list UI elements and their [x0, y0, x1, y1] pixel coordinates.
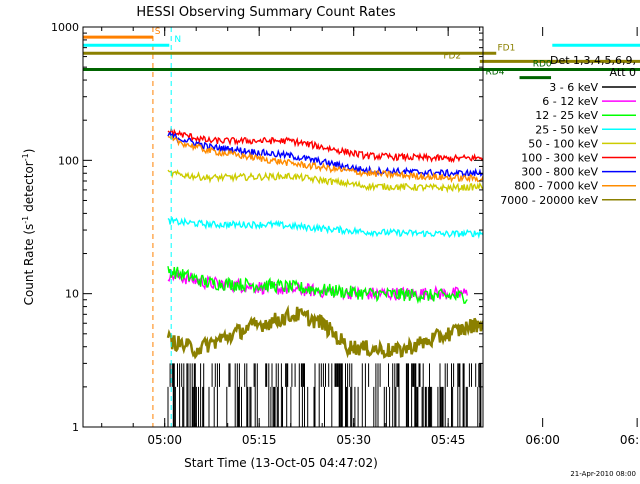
y-axis-label: Count Rate (s-1 detector-1): [21, 149, 36, 306]
flag-f-rd4-label: RD4: [486, 68, 505, 78]
y-tick-label: 10: [65, 288, 79, 301]
legend-label-c100: 100 - 300 keV: [521, 152, 598, 165]
x-tick-label: 05:30: [336, 433, 371, 447]
legend-label-c6: 6 - 12 keV: [542, 95, 598, 108]
legend-header-line: Att 0: [610, 66, 636, 79]
chart-title: HESSI Observing Summary Count Rates: [136, 5, 395, 20]
legend-label-c300: 300 - 800 keV: [521, 166, 598, 179]
y-tick-label: 1000: [51, 21, 79, 34]
x-axis-label: Start Time (13-Oct-05 04:47:02): [184, 456, 378, 470]
legend-label-c800: 800 - 7000 keV: [514, 180, 598, 193]
legend-label-c3: 3 - 6 keV: [549, 81, 598, 94]
x-tick-label: 06:00: [525, 433, 560, 447]
x-tick-label: 05:00: [147, 433, 182, 447]
x-tick-label: 06:15: [620, 433, 640, 447]
legend-label-c12: 12 - 25 keV: [535, 109, 598, 122]
x-tick-label: 05:45: [431, 433, 466, 447]
flag-f-fd2-label: FD2: [443, 51, 461, 61]
y-tick-label: 1: [72, 421, 79, 434]
legend-label-c7000: 7000 - 20000 keV: [500, 194, 598, 207]
flag-f-s-label: S: [155, 27, 161, 37]
y-tick-label: 100: [58, 154, 79, 167]
flag-f-n-label: N: [174, 35, 181, 45]
legend-label-c25: 25 - 50 keV: [535, 123, 598, 136]
x-tick-label: 05:15: [242, 433, 277, 447]
footer-date: 21-Apr-2010 08:00: [570, 470, 636, 478]
flag-f-fd1-label: FD1: [497, 43, 515, 53]
legend-label-c50: 50 - 100 keV: [528, 137, 598, 150]
